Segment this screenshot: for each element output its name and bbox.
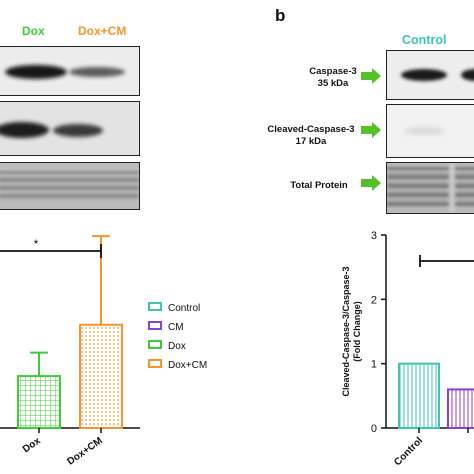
bar-dox: [17, 375, 61, 429]
y-tick-label: 0: [371, 423, 377, 435]
blot-a-total: [0, 162, 140, 210]
blot-a-cleaved: [0, 101, 140, 156]
y-axis-label: (Fold Change): [352, 301, 362, 362]
row-label-caspase3: Caspase-3 35 kDa: [278, 66, 388, 90]
y-tick-label: 1: [371, 359, 377, 371]
chart-b: 0 1 2 3 Cleaved-Caspase-3/Caspase-3 (Fold Cha…: [341, 230, 474, 468]
row-label-line: 17 kDa: [295, 136, 327, 147]
arrow-right-icon: [361, 68, 381, 84]
bar-control: [398, 362, 440, 430]
blot-b-total: [386, 162, 474, 214]
blot-band: [53, 124, 103, 137]
row-label-cleaved: Cleaved-Caspase-3 17 kDa: [256, 124, 366, 148]
legend-swatch: [148, 302, 162, 311]
legend-label: Dox: [168, 341, 186, 352]
blot-a-caspase3: [0, 46, 140, 96]
row-label-line: 35 kDa: [317, 78, 349, 89]
blot-band: [0, 122, 49, 138]
bar-dox-cm: [79, 323, 123, 429]
legend-swatch: [148, 359, 162, 368]
lane-gap: [449, 163, 455, 213]
blot-band: [69, 67, 125, 77]
total-protein-smear: [0, 171, 139, 201]
x-tick-label: Dox+CM: [65, 435, 104, 467]
blot-band: [405, 127, 445, 135]
arrow-right-icon: [361, 122, 381, 138]
legend-swatch: [148, 321, 162, 330]
legend-label: Control: [168, 303, 200, 314]
total-protein-smear: [387, 167, 474, 207]
y-tick-label: 3: [371, 230, 377, 242]
lane-label-dox: Dox: [22, 24, 45, 38]
lane-label-dox-cm: Dox+CM: [78, 24, 127, 38]
row-label-line: Caspase-3: [309, 66, 357, 77]
lane-label-control: Control: [402, 33, 447, 47]
legend-swatch: [148, 340, 162, 349]
y-axis-label: Cleaved-Caspase-3/Caspase-3: [341, 266, 351, 396]
row-label-total-protein: Total Protein: [264, 180, 374, 192]
x-tick-label: Control: [392, 435, 425, 468]
y-tick-label: 2: [371, 294, 377, 306]
legend-label: CM: [168, 322, 184, 333]
blot-band: [401, 69, 447, 81]
row-label-line: Total Protein: [290, 180, 348, 191]
blot-b-caspase3: [386, 50, 474, 100]
panel-letter-b: b: [275, 6, 286, 25]
blot-band: [461, 69, 474, 81]
chart-a: Dox Dox+CM * Control CM Dox Dox+CM: [0, 235, 207, 468]
x-tick-label: Dox: [21, 435, 43, 455]
row-label-line: Cleaved-Caspase-3: [267, 124, 355, 135]
bar-cm: [447, 388, 474, 429]
arrow-right-icon: [361, 175, 381, 191]
legend-label: Dox+CM: [168, 360, 207, 371]
significance-star: *: [34, 237, 39, 251]
blot-band: [5, 65, 67, 79]
blot-b-cleaved: [386, 104, 474, 158]
